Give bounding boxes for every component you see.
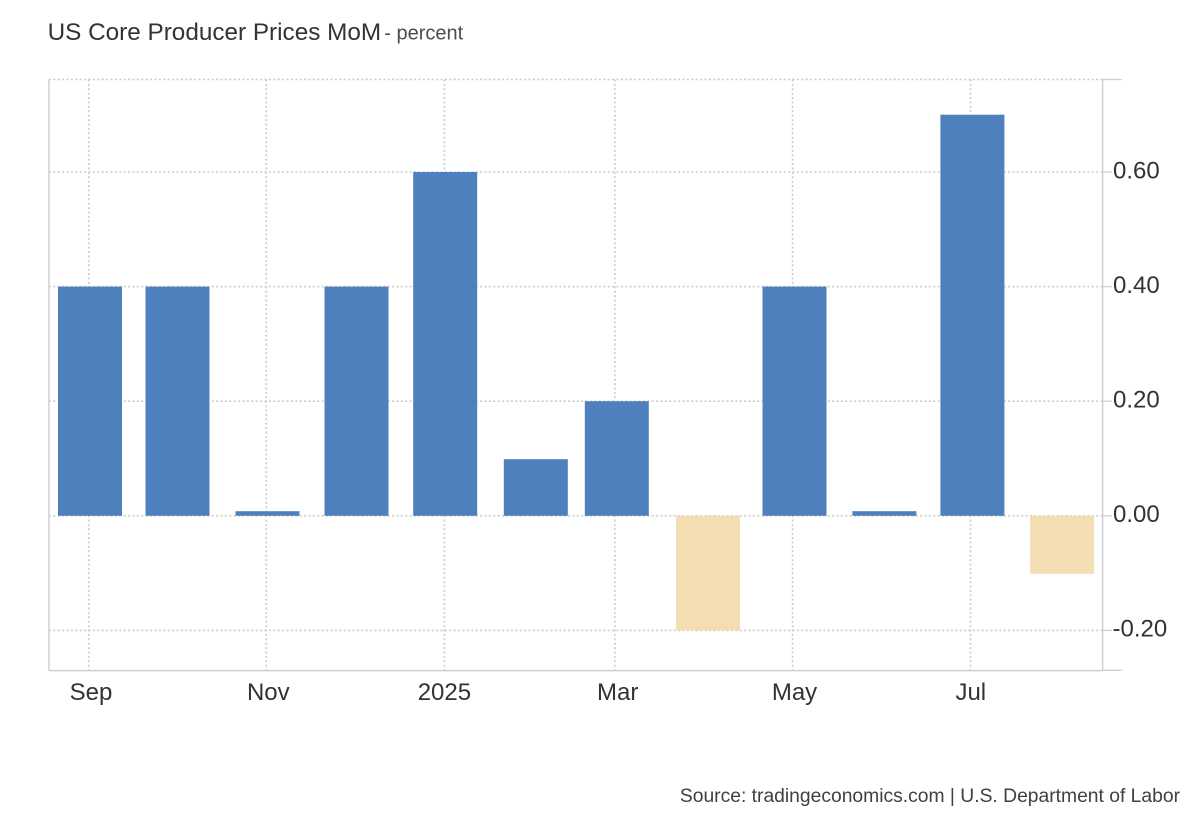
svg-text:Mar: Mar: [597, 679, 638, 706]
svg-text:0.00: 0.00: [1113, 501, 1160, 528]
svg-text:Sep: Sep: [70, 679, 113, 706]
svg-text:Jul: Jul: [955, 679, 986, 706]
svg-text:0.40: 0.40: [1113, 272, 1160, 299]
svg-text:Source: tradingeconomics.com |: Source: tradingeconomics.com | U.S. Depa…: [680, 786, 1181, 807]
svg-text:2025: 2025: [418, 679, 471, 706]
svg-text:- percent: - percent: [384, 23, 463, 45]
svg-text:US Core Producer Prices MoM: US Core Producer Prices MoM: [48, 19, 382, 46]
svg-text:Nov: Nov: [247, 679, 290, 706]
svg-text:0.20: 0.20: [1113, 387, 1160, 414]
svg-text:May: May: [772, 679, 817, 706]
svg-text:0.60: 0.60: [1113, 157, 1160, 184]
svg-text:-0.20: -0.20: [1113, 616, 1168, 643]
